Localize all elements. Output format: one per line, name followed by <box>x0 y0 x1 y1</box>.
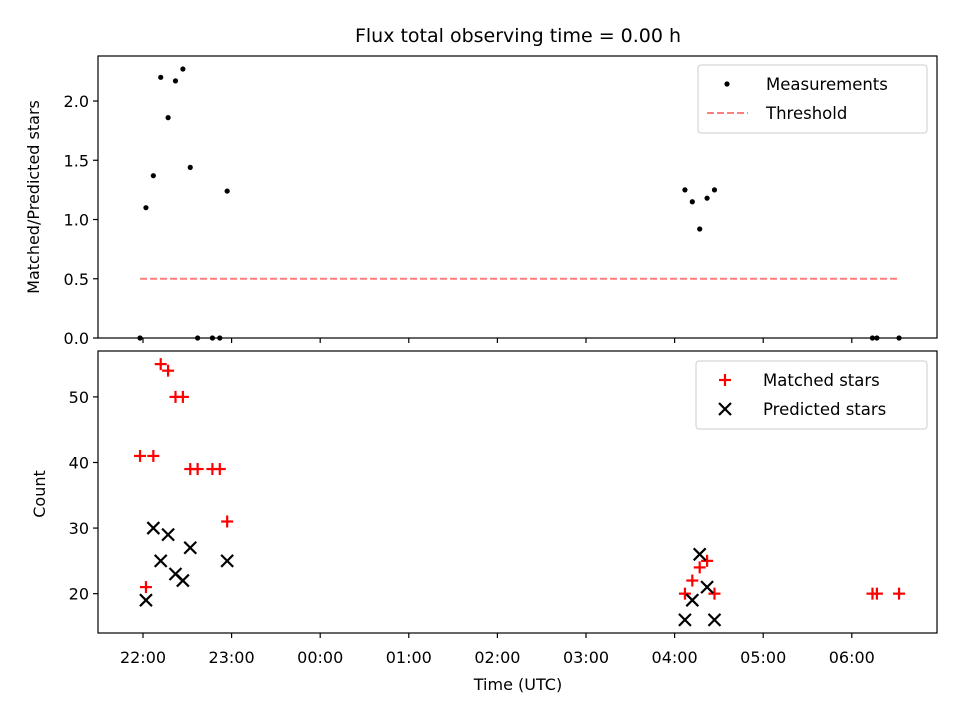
matched-stars-point <box>176 390 189 403</box>
measurement-point <box>195 335 201 341</box>
bottom-x-ticks: 22:00 23:00 00:00 01:00 02:00 03:00 04:00 05:00… <box>120 633 875 667</box>
measurement-point <box>224 188 230 194</box>
top-legend: Measurements Threshold <box>697 64 928 134</box>
measurement-point <box>165 115 171 121</box>
measurement-point <box>143 205 149 211</box>
x-tick-label: 23:00 <box>209 648 255 667</box>
predicted-stars-point <box>176 573 190 588</box>
bottom-axes-frame <box>97 350 938 634</box>
bottom-y-ticks: 20 30 40 50 <box>69 388 98 604</box>
measurement-point <box>682 187 688 193</box>
x-tick-label: 00:00 <box>297 648 343 667</box>
bottom-y-axis-label: Count <box>30 470 49 518</box>
legend-label-matched-stars: Matched stars <box>763 371 880 390</box>
predicted-stars-point <box>146 521 161 535</box>
matched-stars-point <box>213 463 226 476</box>
predicted-stars-point <box>153 554 168 568</box>
x-axis-label: Time (UTC) <box>473 675 562 694</box>
top-y-tick-label: 1.0 <box>64 211 89 230</box>
measurement-point <box>137 335 143 341</box>
matched-stars-point <box>221 515 234 528</box>
predicted-stars-point <box>183 540 198 555</box>
chart-title: Flux total observing time = 0.00 h <box>355 25 681 47</box>
matched-stars-point <box>154 358 167 371</box>
x-tick-label: 22:00 <box>120 648 166 667</box>
matched-stars-point <box>678 587 691 600</box>
measurement-point <box>896 335 902 341</box>
top-series-marks <box>137 66 902 341</box>
top-y-tick-label: 0.5 <box>64 270 89 289</box>
measurement-point <box>172 78 179 84</box>
top-axes-frame <box>97 55 938 339</box>
measurement-point <box>209 335 216 341</box>
top-y-ticks: 0.0 0.5 1.0 1.5 2.0 <box>64 92 98 348</box>
x-tick-label: 02:00 <box>474 648 520 667</box>
x-tick-label: 04:00 <box>652 648 698 667</box>
measurement-point <box>874 335 880 341</box>
x-tick-label: 03:00 <box>563 648 609 667</box>
matched-stars-point <box>708 587 721 600</box>
matched-stars-point <box>893 587 906 600</box>
predicted-stars-point <box>139 593 153 607</box>
legend-marker-measurements <box>724 81 730 87</box>
measurement-point <box>180 66 186 72</box>
measurement-point <box>711 187 718 193</box>
x-tick-label: 05:00 <box>740 648 786 667</box>
measurement-point <box>689 199 695 205</box>
matched-stars-point <box>686 574 699 587</box>
legend-label-measurements: Measurements <box>766 75 888 94</box>
bottom-y-tick-label: 30 <box>69 519 89 538</box>
x-tick-label: 01:00 <box>386 648 432 667</box>
matched-stars-point <box>701 554 714 567</box>
matched-stars-point <box>139 581 152 594</box>
matched-stars-point <box>693 561 706 574</box>
measurement-point <box>187 164 193 170</box>
predicted-stars-point <box>685 593 700 607</box>
legend-label-predicted-stars: Predicted stars <box>763 400 886 419</box>
predicted-stars-point <box>692 547 707 562</box>
matched-stars-point <box>162 364 175 377</box>
legend-marker-matched-stars <box>719 374 731 386</box>
predicted-stars-point <box>220 554 234 568</box>
measurement-point <box>217 335 223 341</box>
top-y-tick-label: 1.5 <box>64 151 89 170</box>
legend-label-threshold: Threshold <box>765 104 847 123</box>
matched-stars-point <box>134 449 147 462</box>
matched-stars-point <box>870 587 883 600</box>
measurements-panel: 0.00.51.01.52.0 Matched/Predicted stars … <box>24 55 938 348</box>
bottom-series-marks <box>134 358 906 627</box>
top-legend-box <box>697 64 928 134</box>
top-y-axis-label: Matched/Predicted stars <box>24 100 43 294</box>
predicted-stars-point <box>700 580 714 594</box>
bottom-y-tick-label: 40 <box>69 453 89 472</box>
bottom-y-tick-label: 50 <box>69 388 89 407</box>
measurement-point <box>697 226 703 232</box>
predicted-stars-point <box>707 613 722 627</box>
bottom-legend: Matched stars Predicted stars <box>695 360 928 430</box>
measurement-point <box>158 74 164 80</box>
predicted-stars-point <box>161 527 175 542</box>
measurement-point <box>704 195 710 201</box>
predicted-stars-point <box>678 613 692 627</box>
legend-marker-predicted-stars <box>718 402 732 416</box>
measurement-point <box>150 173 156 179</box>
top-y-tick-label: 0.0 <box>64 329 89 348</box>
bottom-legend-box <box>695 360 928 430</box>
matched-stars-point <box>147 449 160 462</box>
bottom-y-tick-label: 20 <box>69 585 89 604</box>
measurement-point <box>869 335 876 341</box>
matched-stars-point <box>191 463 204 476</box>
top-x-ticks <box>142 338 853 343</box>
top-y-tick-label: 2.0 <box>64 92 89 111</box>
x-tick-label: 06:00 <box>829 648 875 667</box>
counts-panel: 20 30 40 50 22:00 23:00 00:00 01:00 02:00 03:00 0… <box>30 350 938 694</box>
